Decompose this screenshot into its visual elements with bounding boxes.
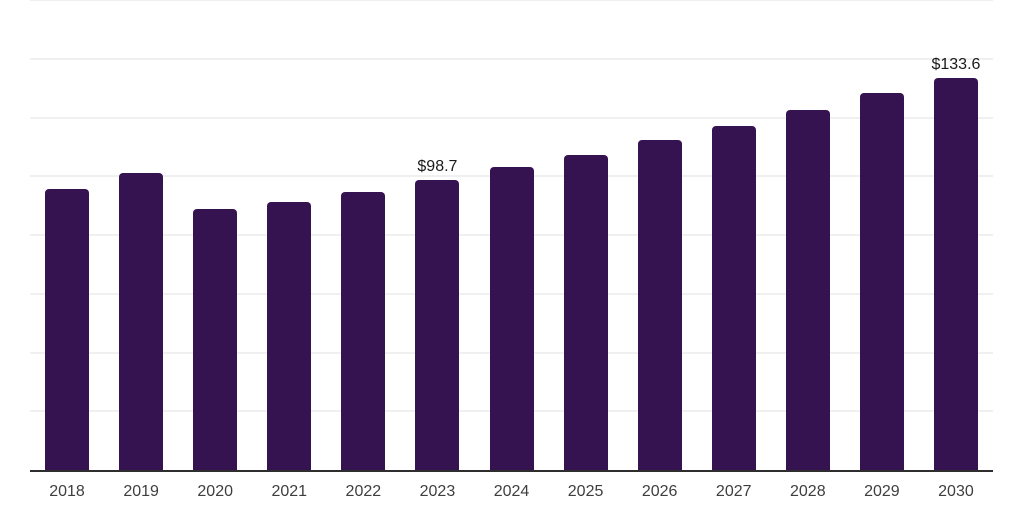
value-label-2030: $133.6 — [931, 55, 981, 73]
bar-2023 — [415, 180, 460, 470]
x-axis-line — [30, 470, 993, 472]
bar-2024 — [489, 166, 534, 470]
x-tick-label-2023: 2023 — [419, 483, 456, 500]
x-tick-label-2027: 2027 — [715, 483, 752, 500]
bar-2022 — [341, 192, 386, 470]
bar-2021 — [267, 201, 312, 470]
gridline-140 — [30, 57, 993, 60]
bar-2030 — [933, 77, 978, 470]
x-tick-label-2019: 2019 — [123, 483, 159, 500]
bar-2026 — [637, 140, 682, 470]
bar-2025 — [563, 155, 608, 470]
gridline-160 — [30, 0, 993, 1]
bar-2028 — [785, 110, 830, 470]
x-tick-label-2022: 2022 — [345, 483, 382, 500]
x-tick-label-2020: 2020 — [197, 483, 233, 500]
gridline-120 — [30, 116, 993, 119]
x-tick-label-2026: 2026 — [641, 483, 678, 500]
x-tick-label-2029: 2029 — [864, 483, 900, 500]
x-tick-label-2028: 2028 — [790, 483, 826, 500]
x-tick-label-2025: 2025 — [567, 483, 604, 500]
bar-2029 — [859, 93, 904, 470]
x-tick-label-2024: 2024 — [493, 483, 530, 500]
bar-2027 — [711, 126, 756, 470]
bar-2020 — [193, 209, 238, 470]
x-tick-label-2030: 2030 — [938, 483, 974, 500]
x-tick-label-2021: 2021 — [271, 483, 308, 500]
value-label-2023: $98.7 — [417, 158, 458, 176]
bar-2019 — [119, 173, 164, 470]
bar-2018 — [45, 188, 90, 470]
x-tick-label-2018: 2018 — [49, 483, 85, 500]
plot-area — [30, 0, 993, 470]
